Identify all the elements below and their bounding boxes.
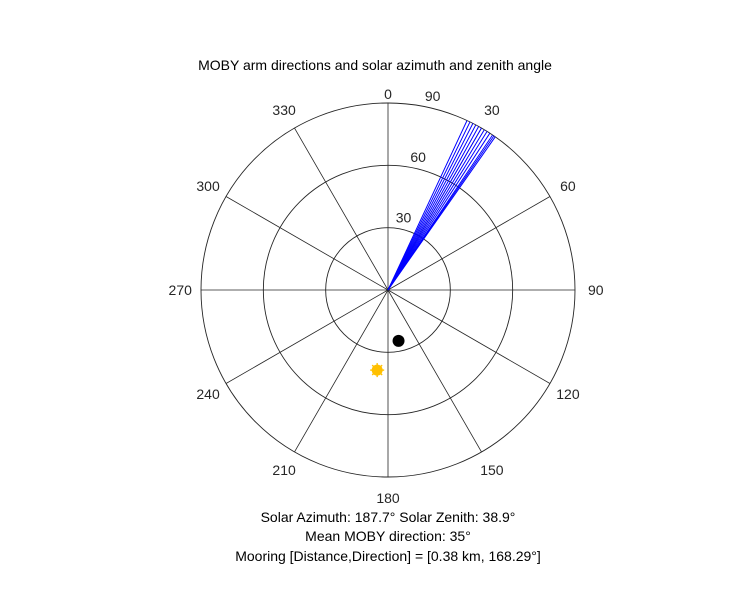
spoke-line bbox=[387, 196, 551, 291]
theta-tick-label: 0 bbox=[384, 86, 392, 102]
spoke-line bbox=[225, 289, 389, 384]
theta-tick-label: 90 bbox=[588, 282, 604, 298]
theta-tick-label: 210 bbox=[272, 462, 296, 478]
spoke-line bbox=[387, 289, 482, 453]
range-ring bbox=[200, 102, 576, 478]
moby-arm-line bbox=[387, 124, 477, 291]
moby-arm-line bbox=[387, 120, 468, 291]
theta-tick-label: 30 bbox=[484, 102, 500, 118]
mooring-caption: Mooring [Distance,Direction] = [0.38 km,… bbox=[235, 548, 541, 564]
sun-marker-ray bbox=[371, 364, 383, 376]
theta-tick-label: 270 bbox=[169, 282, 193, 298]
moby-arm-line bbox=[387, 129, 485, 291]
theta-tick-label: 150 bbox=[480, 462, 504, 478]
sun-marker bbox=[370, 363, 385, 378]
polar-series bbox=[370, 120, 496, 378]
range-ring bbox=[325, 227, 451, 353]
spoke-line bbox=[294, 289, 389, 453]
spoke-line bbox=[225, 196, 389, 291]
moby-arm-line bbox=[387, 121, 471, 291]
moby-arm-line bbox=[387, 132, 491, 291]
theta-tick-label: 330 bbox=[272, 102, 296, 118]
mooring-marker bbox=[392, 334, 405, 347]
moby-arm-line bbox=[387, 126, 480, 291]
polar-grid bbox=[200, 102, 576, 478]
solar-caption: Solar Azimuth: 187.7° Solar Zenith: 38.9… bbox=[260, 509, 516, 525]
chart-title: MOBY arm directions and solar azimuth an… bbox=[198, 57, 552, 73]
r-tick-label: 30 bbox=[396, 209, 412, 225]
theta-tick-label: 180 bbox=[376, 490, 400, 506]
moby-arm-line bbox=[387, 127, 482, 291]
moby-arm-line bbox=[387, 123, 474, 291]
range-ring bbox=[262, 164, 514, 416]
spoke-line bbox=[387, 289, 551, 384]
moby-arm-line bbox=[387, 131, 488, 291]
theta-tick-label: 240 bbox=[196, 386, 220, 402]
polar-tick-labels: 0 30 60 90 120 150 180 210 240 270 300 330 30 60 90 bbox=[169, 86, 604, 506]
moby-arm-line bbox=[387, 136, 496, 291]
mean-direction-caption: Mean MOBY direction: 35° bbox=[305, 528, 471, 544]
theta-tick-label: 120 bbox=[556, 386, 580, 402]
theta-tick-label: 60 bbox=[560, 178, 576, 194]
spoke-line bbox=[294, 127, 389, 291]
r-tick-label: 90 bbox=[425, 88, 441, 104]
theta-tick-label: 300 bbox=[196, 178, 220, 194]
r-tick-label: 60 bbox=[410, 149, 426, 165]
